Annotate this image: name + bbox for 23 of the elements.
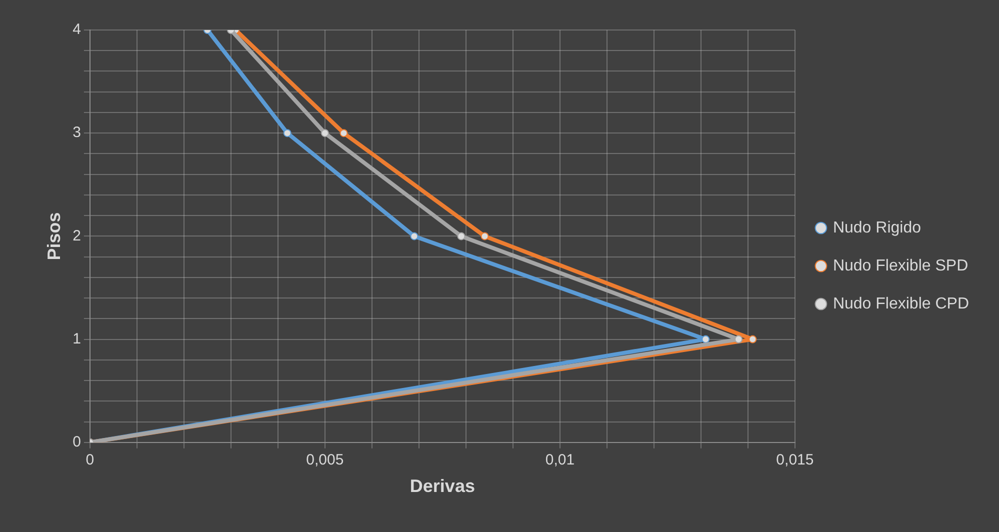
legend-label: Nudo Flexible CPD — [832, 295, 970, 312]
x-tick-label: 0 — [86, 452, 94, 469]
point — [748, 335, 757, 344]
legend-label: Nudo Flexible SPD — [832, 257, 968, 274]
y-axis-title: Pisos — [44, 212, 64, 260]
point — [283, 129, 292, 138]
x-tick-label: 0,005 — [306, 452, 344, 469]
x-tick-label: 0,01 — [545, 452, 575, 469]
legend-label: Nudo Rigido — [832, 219, 922, 236]
y-tick-label: 2 — [72, 227, 81, 244]
y-tick-label: 1 — [72, 330, 81, 348]
point — [702, 335, 710, 344]
point — [480, 232, 489, 240]
x-axis-title: Derivas — [410, 476, 475, 496]
point — [410, 232, 418, 240]
point — [734, 335, 743, 344]
point — [457, 232, 466, 240]
y-tick-label: 0 — [72, 434, 81, 451]
point — [340, 129, 348, 138]
y-tick-label: 3 — [72, 124, 81, 142]
y-tick-label: 4 — [72, 21, 81, 38]
point — [320, 129, 329, 138]
x-tick-label: 0,015 — [776, 452, 814, 469]
